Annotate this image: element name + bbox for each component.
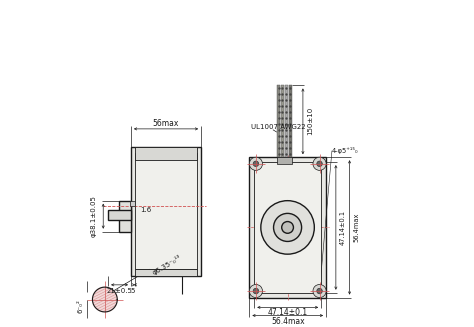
Bar [131,147,201,276]
Circle shape [282,221,293,233]
Circle shape [253,161,259,166]
Polygon shape [92,287,117,312]
Bar [281,85,284,157]
Bar [277,85,280,157]
Bar [135,153,197,269]
Bar [284,85,288,157]
Bar [119,201,131,232]
Bar [135,147,197,160]
Text: 56.4max: 56.4max [354,213,360,242]
Text: 47.14±0.1: 47.14±0.1 [268,308,308,317]
Text: φ38.1±0.05: φ38.1±0.05 [91,195,96,237]
Bar [108,211,131,220]
Bar [130,201,135,206]
Bar [289,85,292,157]
Circle shape [249,157,263,170]
Text: 6⁻₀²: 6⁻₀² [77,299,83,313]
Circle shape [317,161,322,166]
Text: 47.14±0.1: 47.14±0.1 [340,210,346,245]
Text: 21±0.5: 21±0.5 [107,288,132,294]
Bar [254,162,321,293]
Circle shape [273,214,301,241]
Circle shape [313,157,326,170]
Text: UL1007 AWG22: UL1007 AWG22 [251,124,305,130]
Circle shape [249,284,263,298]
Circle shape [317,288,322,294]
Bar [277,157,292,164]
Text: 56.4max: 56.4max [271,317,305,326]
Text: 4-φ5⁺¹⁵₀: 4-φ5⁺¹⁵₀ [332,146,358,154]
Bar [249,157,326,298]
Text: 56max: 56max [153,118,179,128]
Circle shape [253,288,259,294]
Text: 1.6: 1.6 [141,207,152,214]
Circle shape [261,201,314,254]
Text: 150±10: 150±10 [307,107,313,135]
Circle shape [313,284,326,298]
Text: φ6.35⁻₀¹³: φ6.35⁻₀¹³ [152,254,183,276]
Text: 5: 5 [131,288,135,294]
Bar [135,269,197,276]
